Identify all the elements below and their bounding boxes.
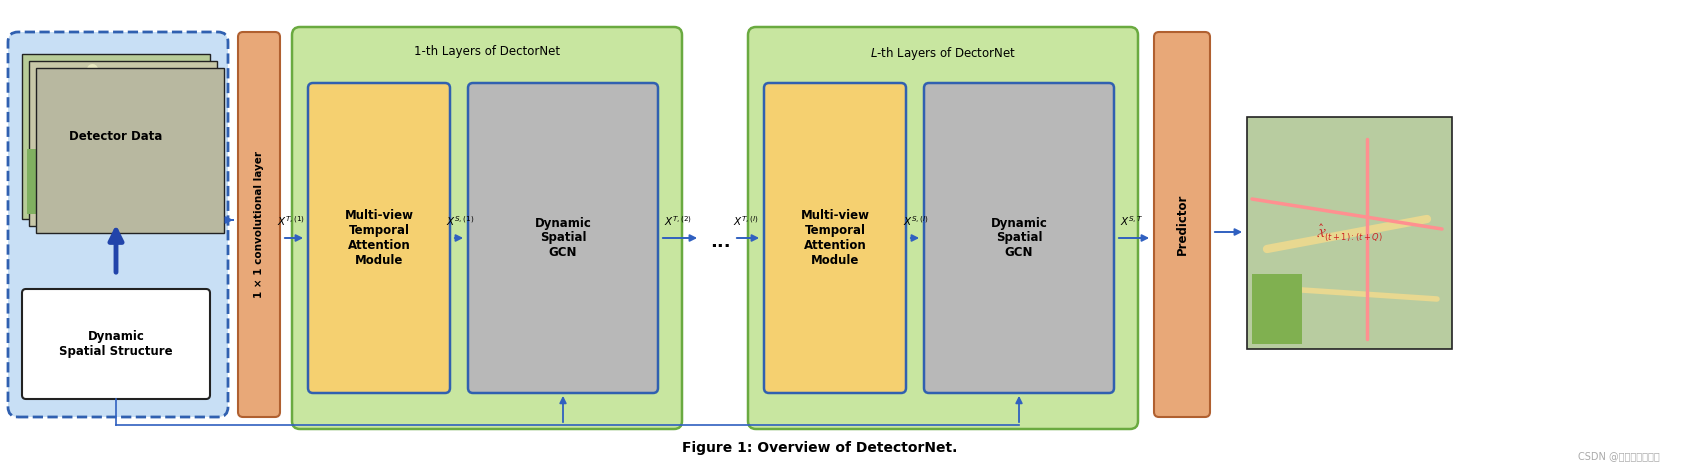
FancyBboxPatch shape <box>748 27 1139 429</box>
Text: Dynamic
Spatial
GCN: Dynamic Spatial GCN <box>535 217 592 260</box>
Text: $X^{S,(l)}$: $X^{S,(l)}$ <box>903 214 928 228</box>
Bar <box>29 61 217 226</box>
Text: Dynamic
Spatial
GCN: Dynamic Spatial GCN <box>991 217 1048 260</box>
FancyBboxPatch shape <box>1154 32 1209 417</box>
Text: $X^{T,(2)}$: $X^{T,(2)}$ <box>664 214 691 228</box>
Text: Multi-view
Temporal
Attention
Module: Multi-view Temporal Attention Module <box>801 209 870 267</box>
Text: $X^{T,(1)}$: $X^{T,(1)}$ <box>278 214 304 228</box>
Bar <box>27 149 82 214</box>
FancyBboxPatch shape <box>8 32 229 417</box>
FancyBboxPatch shape <box>923 83 1113 393</box>
Text: $X^{S,(1)}$: $X^{S,(1)}$ <box>446 214 474 228</box>
Text: Dynamic
Spatial Structure: Dynamic Spatial Structure <box>59 330 173 358</box>
Text: 1 × 1 convolutional layer: 1 × 1 convolutional layer <box>254 151 264 298</box>
Bar <box>35 68 224 233</box>
Text: $X^{T,(l)}$: $X^{T,(l)}$ <box>733 214 759 228</box>
Text: $X^{S,T}$: $X^{S,T}$ <box>1120 214 1144 228</box>
Text: ...: ... <box>710 233 730 251</box>
FancyBboxPatch shape <box>308 83 451 393</box>
Text: CSDN @西西弗的小蚂蚁: CSDN @西西弗的小蚂蚁 <box>1578 451 1660 461</box>
Bar <box>1251 274 1302 344</box>
Bar <box>1246 117 1452 349</box>
Text: Predictor: Predictor <box>1176 194 1189 255</box>
Text: 1-th Layers of DectorNet: 1-th Layers of DectorNet <box>414 45 560 58</box>
Text: $\hat{\mathcal{X}}_{(t+1):(t+Q)}$: $\hat{\mathcal{X}}_{(t+1):(t+Q)}$ <box>1315 223 1383 243</box>
FancyBboxPatch shape <box>22 289 210 399</box>
Bar <box>22 54 210 219</box>
Text: Multi-view
Temporal
Attention
Module: Multi-view Temporal Attention Module <box>345 209 414 267</box>
FancyBboxPatch shape <box>764 83 907 393</box>
Text: Figure 1: Overview of DetectorNet.: Figure 1: Overview of DetectorNet. <box>683 441 957 455</box>
Text: Detector Data: Detector Data <box>69 130 163 143</box>
FancyBboxPatch shape <box>237 32 279 417</box>
FancyBboxPatch shape <box>293 27 681 429</box>
FancyBboxPatch shape <box>468 83 658 393</box>
Text: $L$-th Layers of DectorNet: $L$-th Layers of DectorNet <box>870 45 1016 62</box>
